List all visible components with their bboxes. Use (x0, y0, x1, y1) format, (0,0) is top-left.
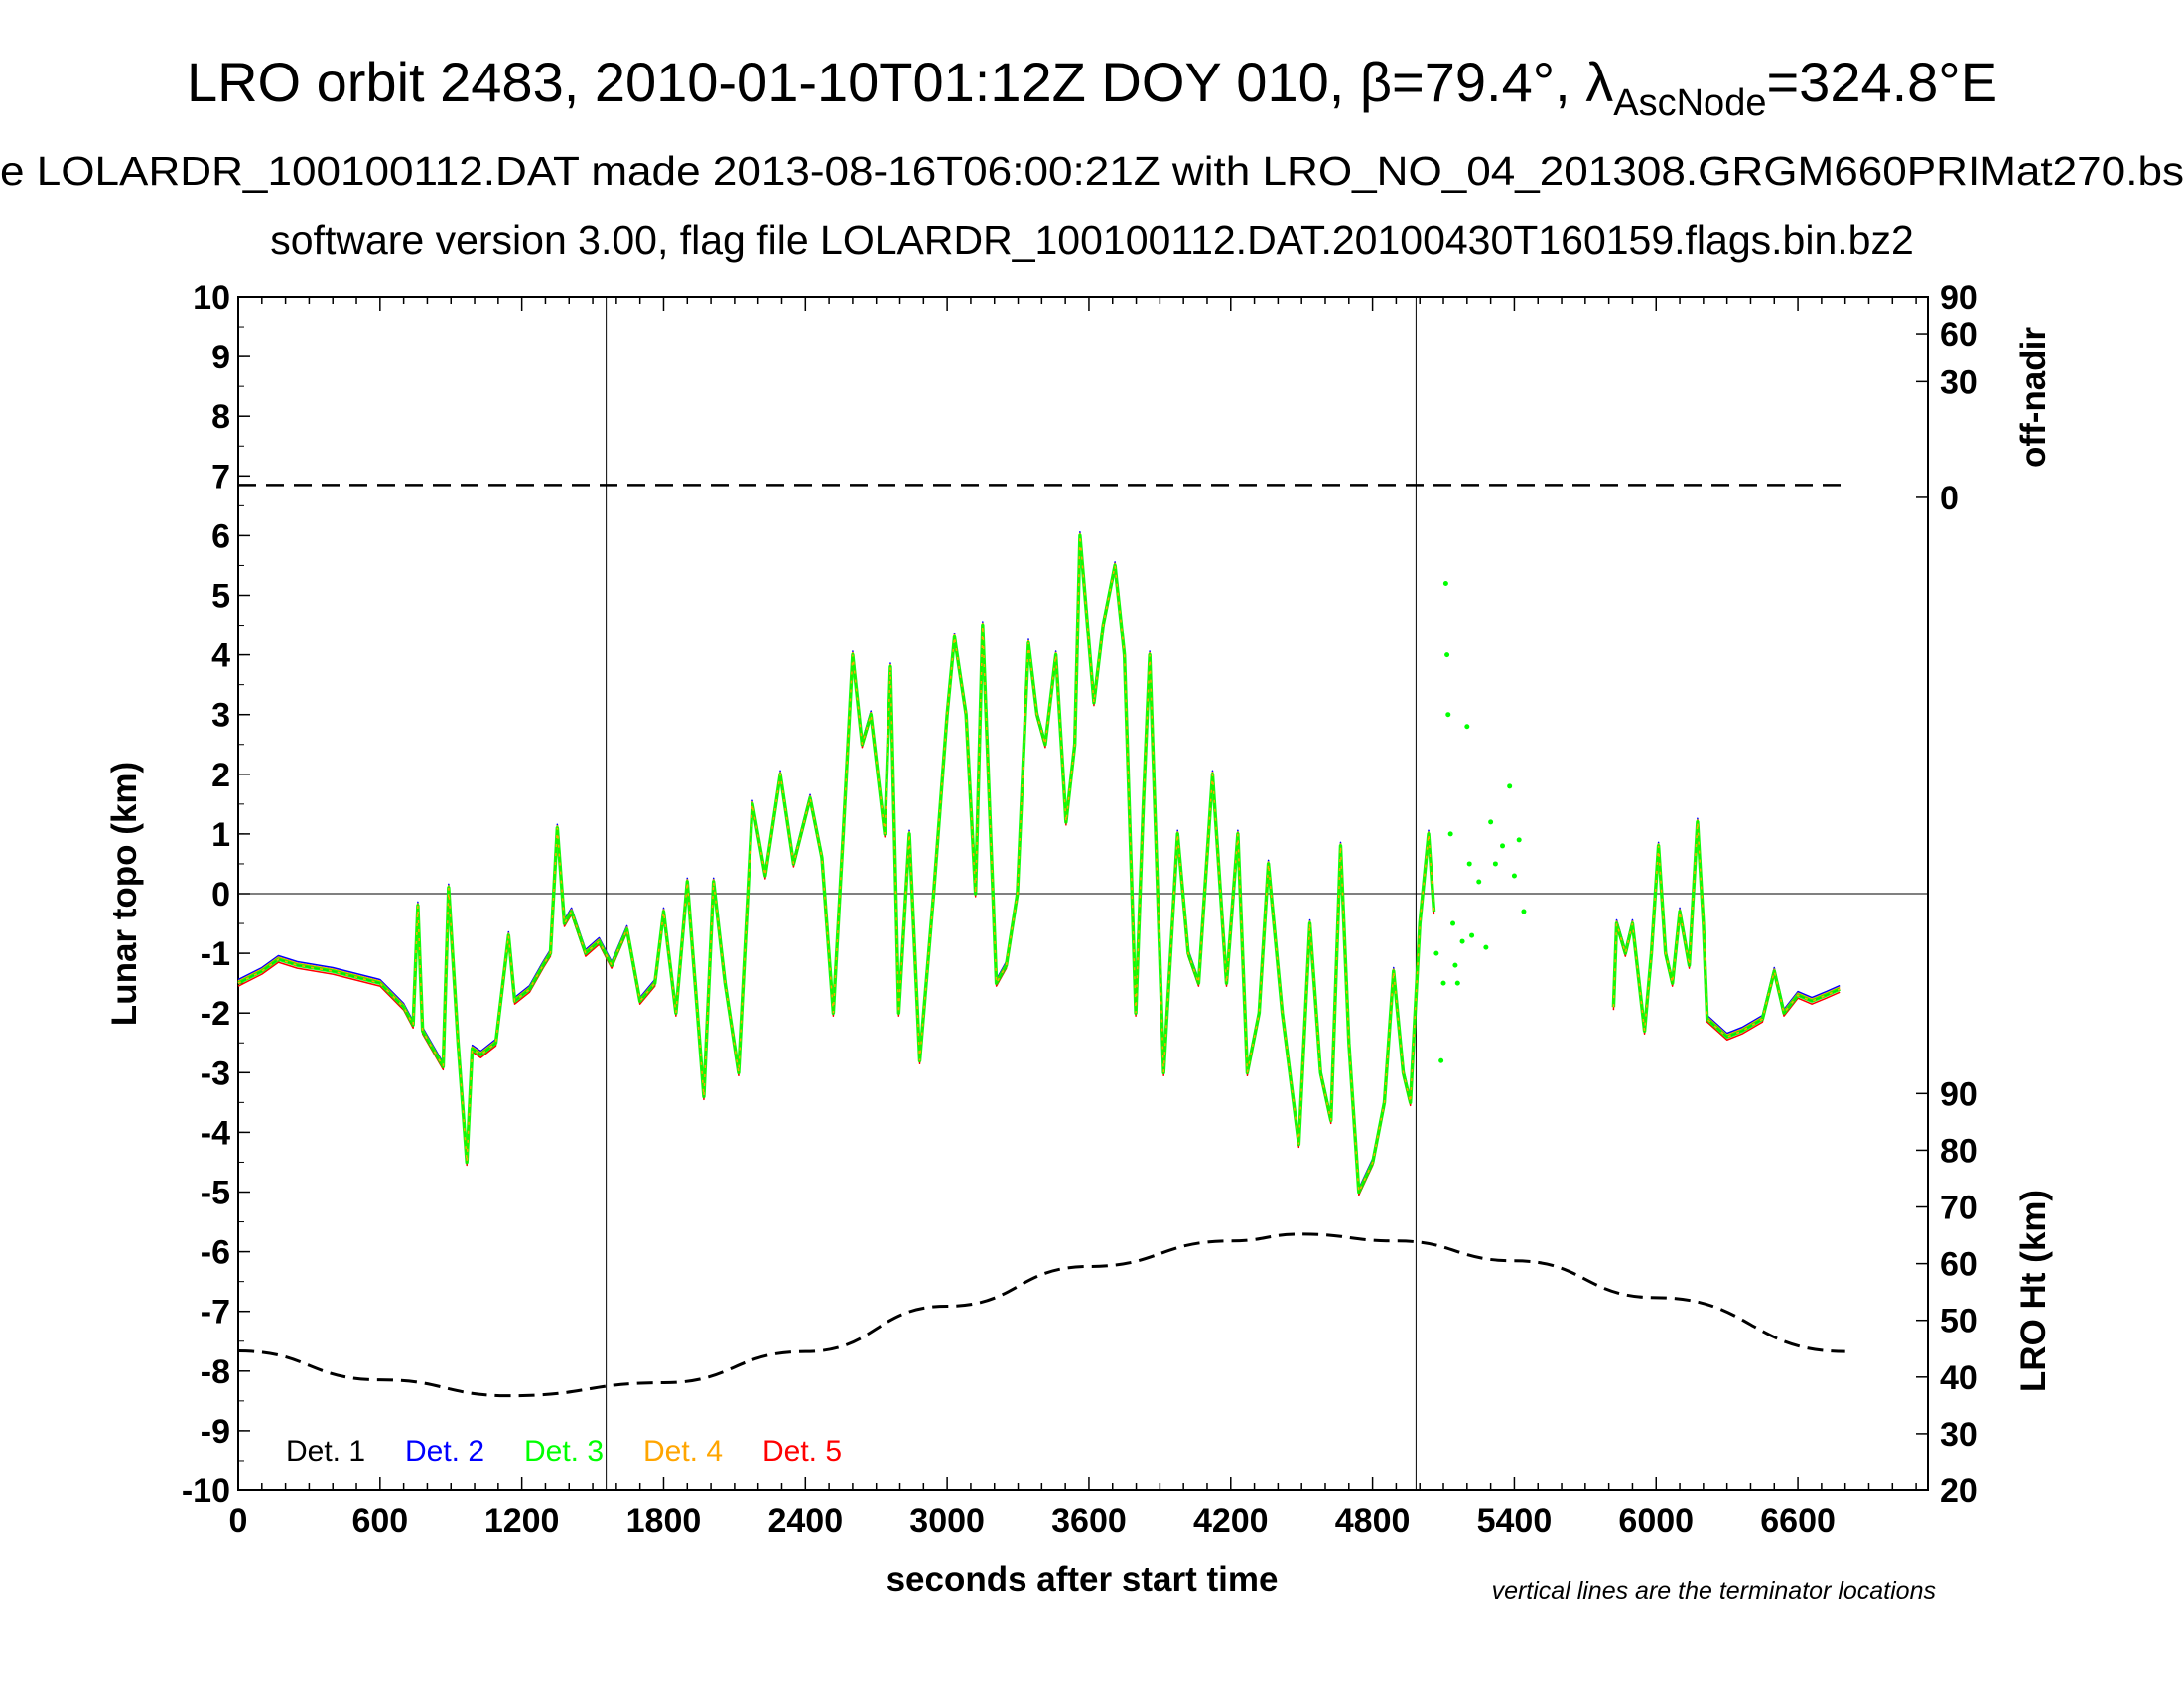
topo-scatter-point (1442, 580, 1448, 586)
offnadir-axis-label: off-nadir (2014, 327, 2053, 468)
x-tick-label: 1800 (626, 1502, 702, 1540)
topo-scatter-point (1507, 783, 1513, 789)
topo-scatter-point (1452, 962, 1458, 968)
topo-scatter-point (1476, 879, 1482, 885)
x-tick-label: 0 (229, 1502, 248, 1540)
legend-det-4: Det. 4 (643, 1435, 723, 1468)
topo-scatter-point (1521, 909, 1527, 914)
y-tick-label: 7 (211, 458, 230, 495)
y-tick-label: -4 (201, 1114, 230, 1152)
height-tick-label: 70 (1940, 1190, 1978, 1227)
topo-scatter-point (1454, 980, 1460, 986)
x-tick-label: 600 (351, 1502, 408, 1540)
y-tick-label: 3 (211, 697, 230, 735)
x-tick-label: 3000 (909, 1502, 985, 1540)
lro-height-line (237, 1232, 1845, 1398)
y-tick-label: -8 (201, 1353, 230, 1391)
topo-trace-seg0-orange-dots (237, 535, 1435, 1193)
chart-subtitle-1: e LOLARDR_100100112.DAT made 2013-08-16T… (0, 148, 2184, 194)
y-tick-label: 5 (211, 578, 230, 616)
x-tick-label: 5400 (1477, 1502, 1553, 1540)
topo-trace-seg1-orange-dots (1612, 821, 1841, 1039)
height-tick-label: 40 (1940, 1359, 1978, 1397)
x-tick-label: 4800 (1335, 1502, 1411, 1540)
y-tick-label: -9 (201, 1413, 230, 1451)
y-tick-label: 0 (211, 876, 230, 914)
height-tick-label: 20 (1940, 1473, 1978, 1510)
x-tick-label: 6600 (1760, 1502, 1836, 1540)
x-tick-label: 3600 (1051, 1502, 1127, 1540)
topo-scatter-point (1488, 819, 1494, 825)
offnadir-tick-label: 90 (1940, 279, 1978, 317)
terminator-note: vertical lines are the terminator locati… (1492, 1577, 1936, 1605)
y-tick-label: 9 (211, 339, 230, 376)
y-tick-label: 8 (211, 398, 230, 436)
topo-scatter-point (1511, 873, 1517, 879)
y-tick-label: -6 (201, 1234, 230, 1272)
x-tick-label: 2400 (767, 1502, 843, 1540)
height-tick-label: 90 (1940, 1075, 1978, 1113)
topo-scatter-point (1492, 861, 1498, 867)
topo-scatter-point (1433, 950, 1439, 956)
topo-trace-seg0-det2 (237, 531, 1435, 1190)
topo-scatter-point (1466, 861, 1472, 867)
legend-det-1: Det. 1 (286, 1435, 365, 1468)
y-tick-label: 4 (211, 637, 230, 675)
x-tick-label: 6000 (1618, 1502, 1694, 1540)
chart-subtitle-2: software version 3.00, flag file LOLARDR… (270, 217, 1914, 263)
topo-scatter-point (1447, 831, 1453, 837)
offnadir-tick-label: 60 (1940, 316, 1978, 353)
offnadir-tick-label: 0 (1940, 480, 1959, 517)
y-tick-label: -2 (201, 995, 230, 1033)
topo-trace-seg0-det1 (237, 534, 1435, 1194)
height-tick-label: 60 (1940, 1246, 1978, 1284)
topo-scatter-point (1445, 712, 1451, 718)
topo-scatter-point (1516, 837, 1522, 843)
x-axis-label: seconds after start time (887, 1560, 1279, 1599)
y-tick-label: -7 (201, 1294, 230, 1332)
chart-title: LRO orbit 2483, 2010-01-10T01:12Z DOY 01… (187, 51, 1997, 124)
y-tick-label: 10 (193, 279, 230, 317)
offnadir-tick-label: 30 (1940, 363, 1978, 401)
height-tick-label: 50 (1940, 1303, 1978, 1340)
topo-scatter-point (1438, 1057, 1444, 1063)
legend-det-3: Det. 3 (524, 1435, 604, 1468)
y-tick-label: -3 (201, 1055, 230, 1092)
legend-det-5: Det. 5 (762, 1435, 842, 1468)
topo-scatter-point (1500, 843, 1506, 849)
topo-trace-seg0-det5 (237, 533, 1436, 1195)
topo-scatter-point (1483, 944, 1489, 950)
topo-scatter-point (1464, 724, 1470, 730)
topo-scatter-point (1450, 920, 1456, 926)
y-tick-label: -10 (182, 1473, 230, 1510)
height-axis-label: LRO Ht (km) (2014, 1190, 2053, 1392)
x-tick-label: 1200 (484, 1502, 560, 1540)
y-axis-label: Lunar topo (km) (105, 762, 144, 1026)
y-tick-label: -5 (201, 1175, 230, 1212)
topo-trace-seg0-det4 (237, 532, 1435, 1192)
topo-scatter-point (1444, 652, 1450, 658)
y-tick-label: 6 (211, 517, 230, 555)
y-tick-label: 1 (211, 816, 230, 854)
y-tick-label: -1 (201, 935, 230, 973)
y-tick-label: 2 (211, 757, 230, 794)
topo-scatter-point (1459, 938, 1465, 944)
topo-trace-seg0-det3 (237, 537, 1435, 1196)
topo-scatter-point (1440, 980, 1446, 986)
height-tick-label: 80 (1940, 1132, 1978, 1170)
height-tick-label: 30 (1940, 1416, 1978, 1454)
x-tick-label: 4200 (1193, 1502, 1269, 1540)
title-subscript: AscNode (1613, 82, 1766, 124)
topo-scatter-point (1469, 932, 1475, 938)
legend-det-2: Det. 2 (405, 1435, 484, 1468)
